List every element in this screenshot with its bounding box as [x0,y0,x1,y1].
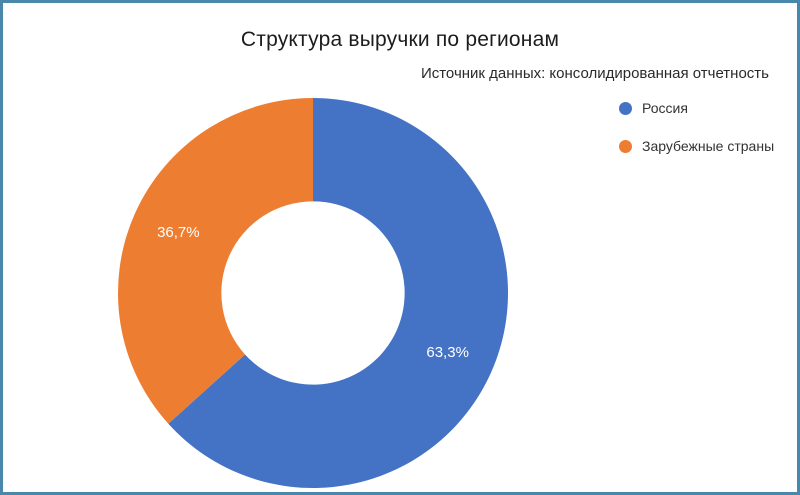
pie-slice-0[interactable] [168,98,508,488]
legend-label: Зарубежные страны [642,138,775,154]
legend-label: Россия [642,100,688,116]
donut-chart: 63,3% 36,7% [118,98,508,488]
legend: Россия Зарубежные страны [619,100,774,154]
legend-item-1[interactable]: Зарубежные страны [619,138,774,154]
chart-subtitle: Источник данных: консолидированная отчет… [420,65,769,82]
legend-marker-icon [619,101,632,115]
slice-label: 63,3% [426,344,469,361]
legend-marker-icon [619,139,632,153]
slice-label: 36,7% [157,224,200,241]
pie-slice-1[interactable] [118,98,313,424]
chart-title: Структура выручки по регионам [240,28,560,51]
legend-item-0[interactable]: Россия [619,100,774,116]
